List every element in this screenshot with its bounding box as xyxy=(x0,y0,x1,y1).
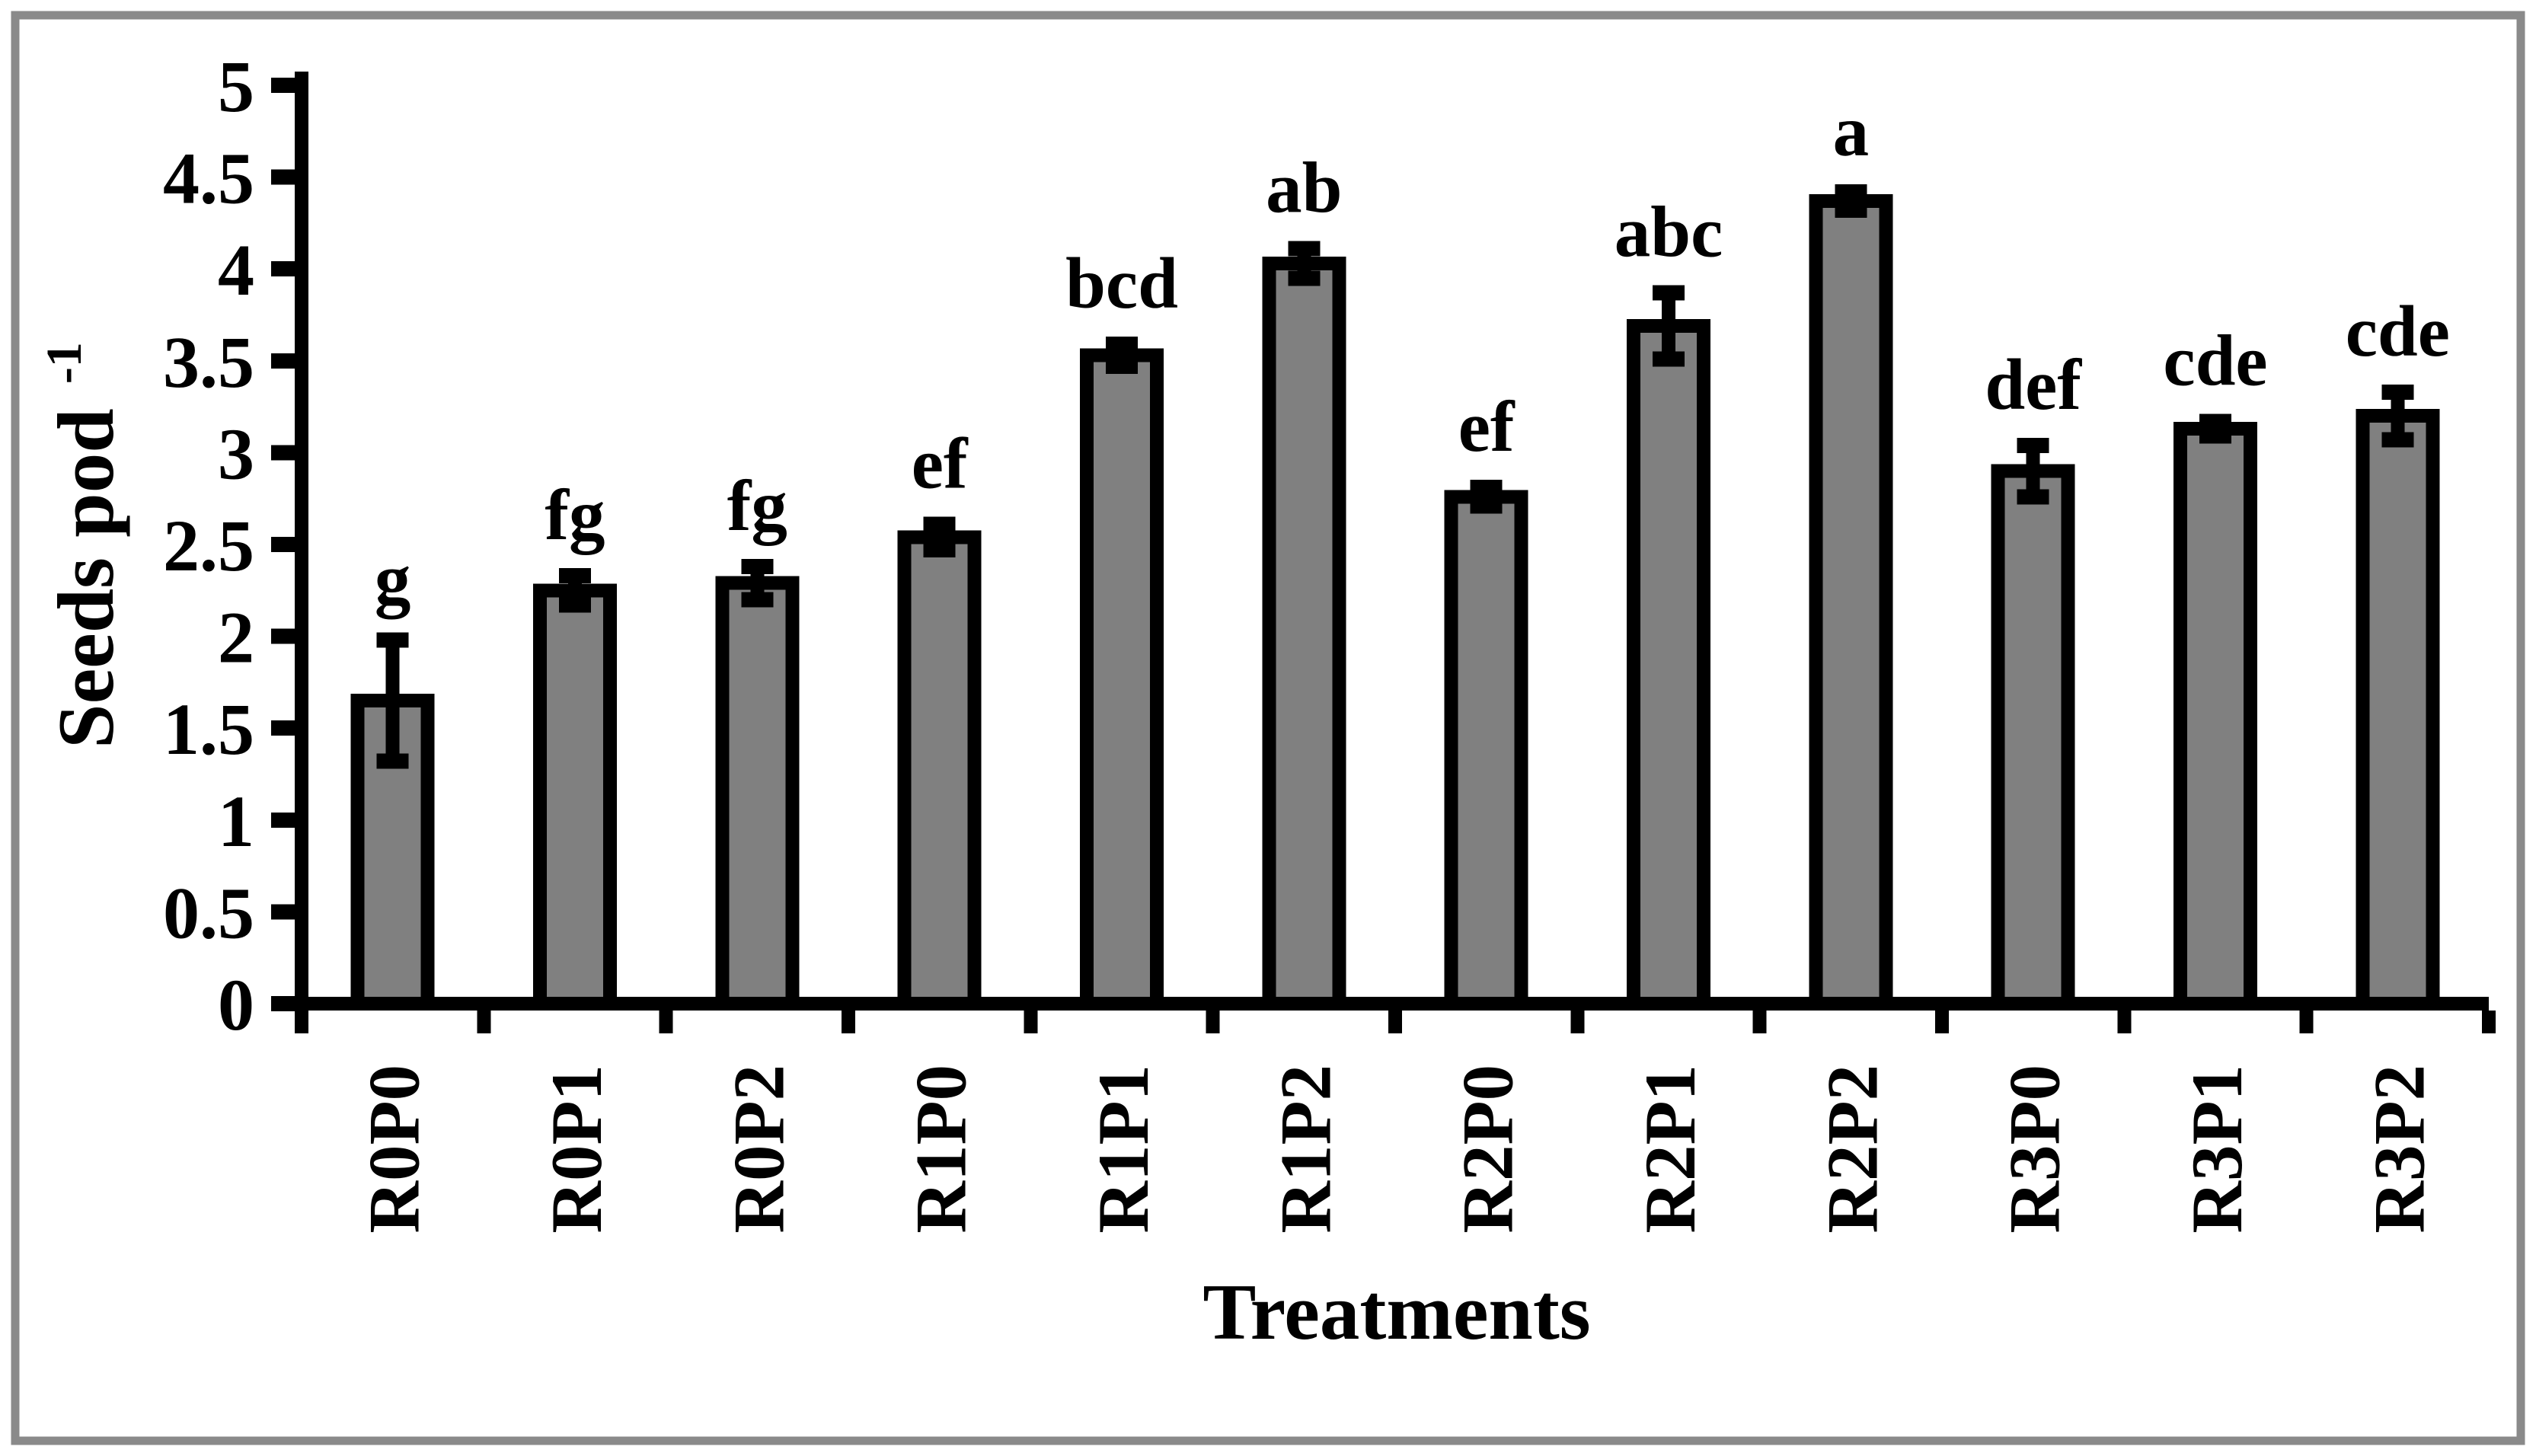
x-tick-label: R1P0 xyxy=(901,1065,982,1234)
sig-label: a xyxy=(1833,91,1870,171)
y-tick-label: 1.5 xyxy=(163,688,254,770)
y-tick-label: 5 xyxy=(218,46,254,127)
sig-label: ef xyxy=(912,423,969,503)
y-axis-title-base: Seeds pod xyxy=(41,408,130,748)
sig-label: def xyxy=(1985,344,2082,425)
x-tick-label: R2P1 xyxy=(1630,1065,1710,1234)
y-tick-label: 3.5 xyxy=(163,321,254,403)
bar-R0P2 xyxy=(715,576,800,1011)
bar-R1P1 xyxy=(1080,348,1164,1011)
x-tick-label: R0P2 xyxy=(718,1065,799,1234)
y-axis-title-superscript: -1 xyxy=(37,342,92,384)
sig-label: ab xyxy=(1266,148,1342,228)
bar-R3P1 xyxy=(2173,422,2257,1011)
x-tick-label: R0P0 xyxy=(354,1065,435,1234)
bar-R1P0 xyxy=(897,530,982,1011)
y-tick-label: 0.5 xyxy=(163,872,254,953)
bar-R2P0 xyxy=(1444,490,1528,1011)
sig-label: bcd xyxy=(1065,243,1178,324)
x-tick-label: R3P0 xyxy=(1995,1065,2075,1234)
bar-R2P1 xyxy=(1627,318,1710,1011)
y-tick-label: 0 xyxy=(218,964,254,1046)
sig-label: abc xyxy=(1615,192,1723,273)
sig-label: g xyxy=(375,538,411,619)
x-axis-title: Treatments xyxy=(1203,1267,1590,1356)
bar-R3P0 xyxy=(1991,464,2075,1011)
sig-label: ef xyxy=(1458,386,1516,467)
x-tick-label: R1P2 xyxy=(1265,1065,1346,1234)
y-tick-label: 2.5 xyxy=(163,505,254,586)
y-axis-title: Seeds pod -1 xyxy=(37,342,130,749)
x-tick-label: R3P1 xyxy=(2177,1065,2257,1234)
error-bars-group xyxy=(376,184,2414,769)
y-tick-label: 3 xyxy=(218,413,254,494)
x-tick-label: R1P1 xyxy=(1083,1065,1164,1234)
sig-label: cde xyxy=(2163,320,2267,401)
sig-label: fg xyxy=(545,474,605,555)
bar-R3P2 xyxy=(2356,409,2440,1011)
sig-label: fg xyxy=(727,465,787,546)
x-tick-label: R0P1 xyxy=(536,1065,617,1234)
axes-group xyxy=(271,72,2496,1033)
bar-R1P2 xyxy=(1262,256,1346,1011)
y-tick-label: 1 xyxy=(218,781,254,862)
x-tick-label: R3P2 xyxy=(2359,1065,2439,1234)
x-tick-label: R2P0 xyxy=(1448,1065,1528,1234)
bar-R2P2 xyxy=(1809,193,1893,1011)
y-tick-labels-group: 0 0.5 1 1.5 2 2.5 3 3.5 4 4.5 5 xyxy=(163,46,254,1046)
y-tick-label: 2 xyxy=(218,597,254,679)
y-tick-label: 4 xyxy=(218,229,254,311)
x-tick-labels-group: R0P0 R0P1 R0P2 R1P0 R1P1 R1P2 R2P0 R2P1 R2P2 R3P0… xyxy=(354,1065,2440,1234)
y-tick-label: 4.5 xyxy=(163,138,254,219)
x-tick-label: R2P2 xyxy=(1812,1065,1892,1234)
bar-R0P1 xyxy=(533,583,617,1011)
sig-label: cde xyxy=(2346,291,2450,372)
